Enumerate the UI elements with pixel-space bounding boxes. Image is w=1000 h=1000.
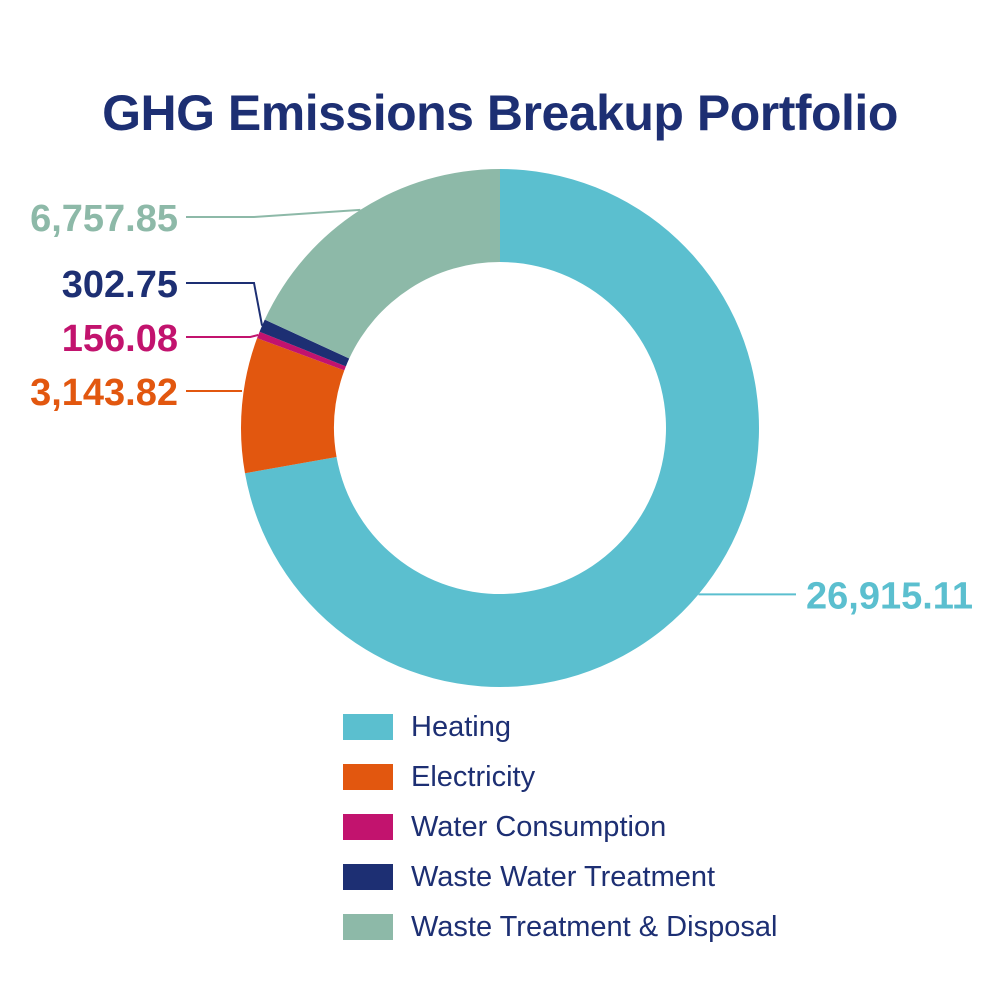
data-label-water-consumption: 156.08: [62, 318, 178, 360]
slice-heating: [244, 169, 759, 687]
slice-waste-treatment-and-disposal: [264, 169, 500, 359]
data-label-waste-water-treatment: 302.75: [62, 264, 178, 306]
legend-label: Waste Water Treatment: [411, 860, 716, 893]
slice-water-consumption: [257, 331, 346, 371]
legend-item-electricity: Electricity: [343, 752, 963, 802]
legend-swatch: [343, 764, 393, 790]
slices-layer: [241, 169, 759, 687]
slice-waste-water-treatment: [259, 319, 350, 367]
leader-line-waste-water-treatment: [186, 282, 264, 326]
legend-label: Water Consumption: [411, 810, 667, 843]
legend-swatch: [343, 914, 393, 940]
legend-swatch: [343, 814, 393, 840]
legend-item-heating: Heating: [343, 702, 963, 752]
leader-line-water-consumption: [186, 333, 259, 338]
legend-item-waste-treatment-and-disposal: Waste Treatment & Disposal: [343, 902, 963, 952]
legend-item-water-consumption: Water Consumption: [343, 802, 963, 852]
legend-label: Electricity: [411, 760, 536, 793]
slice-electricity: [241, 338, 345, 474]
data-label-waste-treatment-and-disposal: 6,757.85: [30, 198, 178, 240]
data-label-heating: 26,915.11: [806, 575, 973, 617]
legend-item-waste-water-treatment: Waste Water Treatment: [343, 852, 963, 902]
data-labels-layer: 26,915.11 3,143.82 156.08 302.75 6,757.85: [30, 198, 973, 617]
legend: Heating Electricity Water Consumption Waste…: [343, 702, 963, 952]
leader-line-waste-treatment-and-disposal: [186, 208, 361, 218]
legend-label: Waste Treatment & Disposal: [411, 910, 778, 943]
legend-label: Heating: [411, 710, 511, 743]
data-label-electricity: 3,143.82: [30, 372, 178, 414]
chart-title: GHG Emissions Breakup Portfolio: [102, 85, 898, 141]
legend-swatch: [343, 864, 393, 890]
legend-swatch: [343, 714, 393, 740]
leader-lines-layer: [186, 208, 796, 596]
